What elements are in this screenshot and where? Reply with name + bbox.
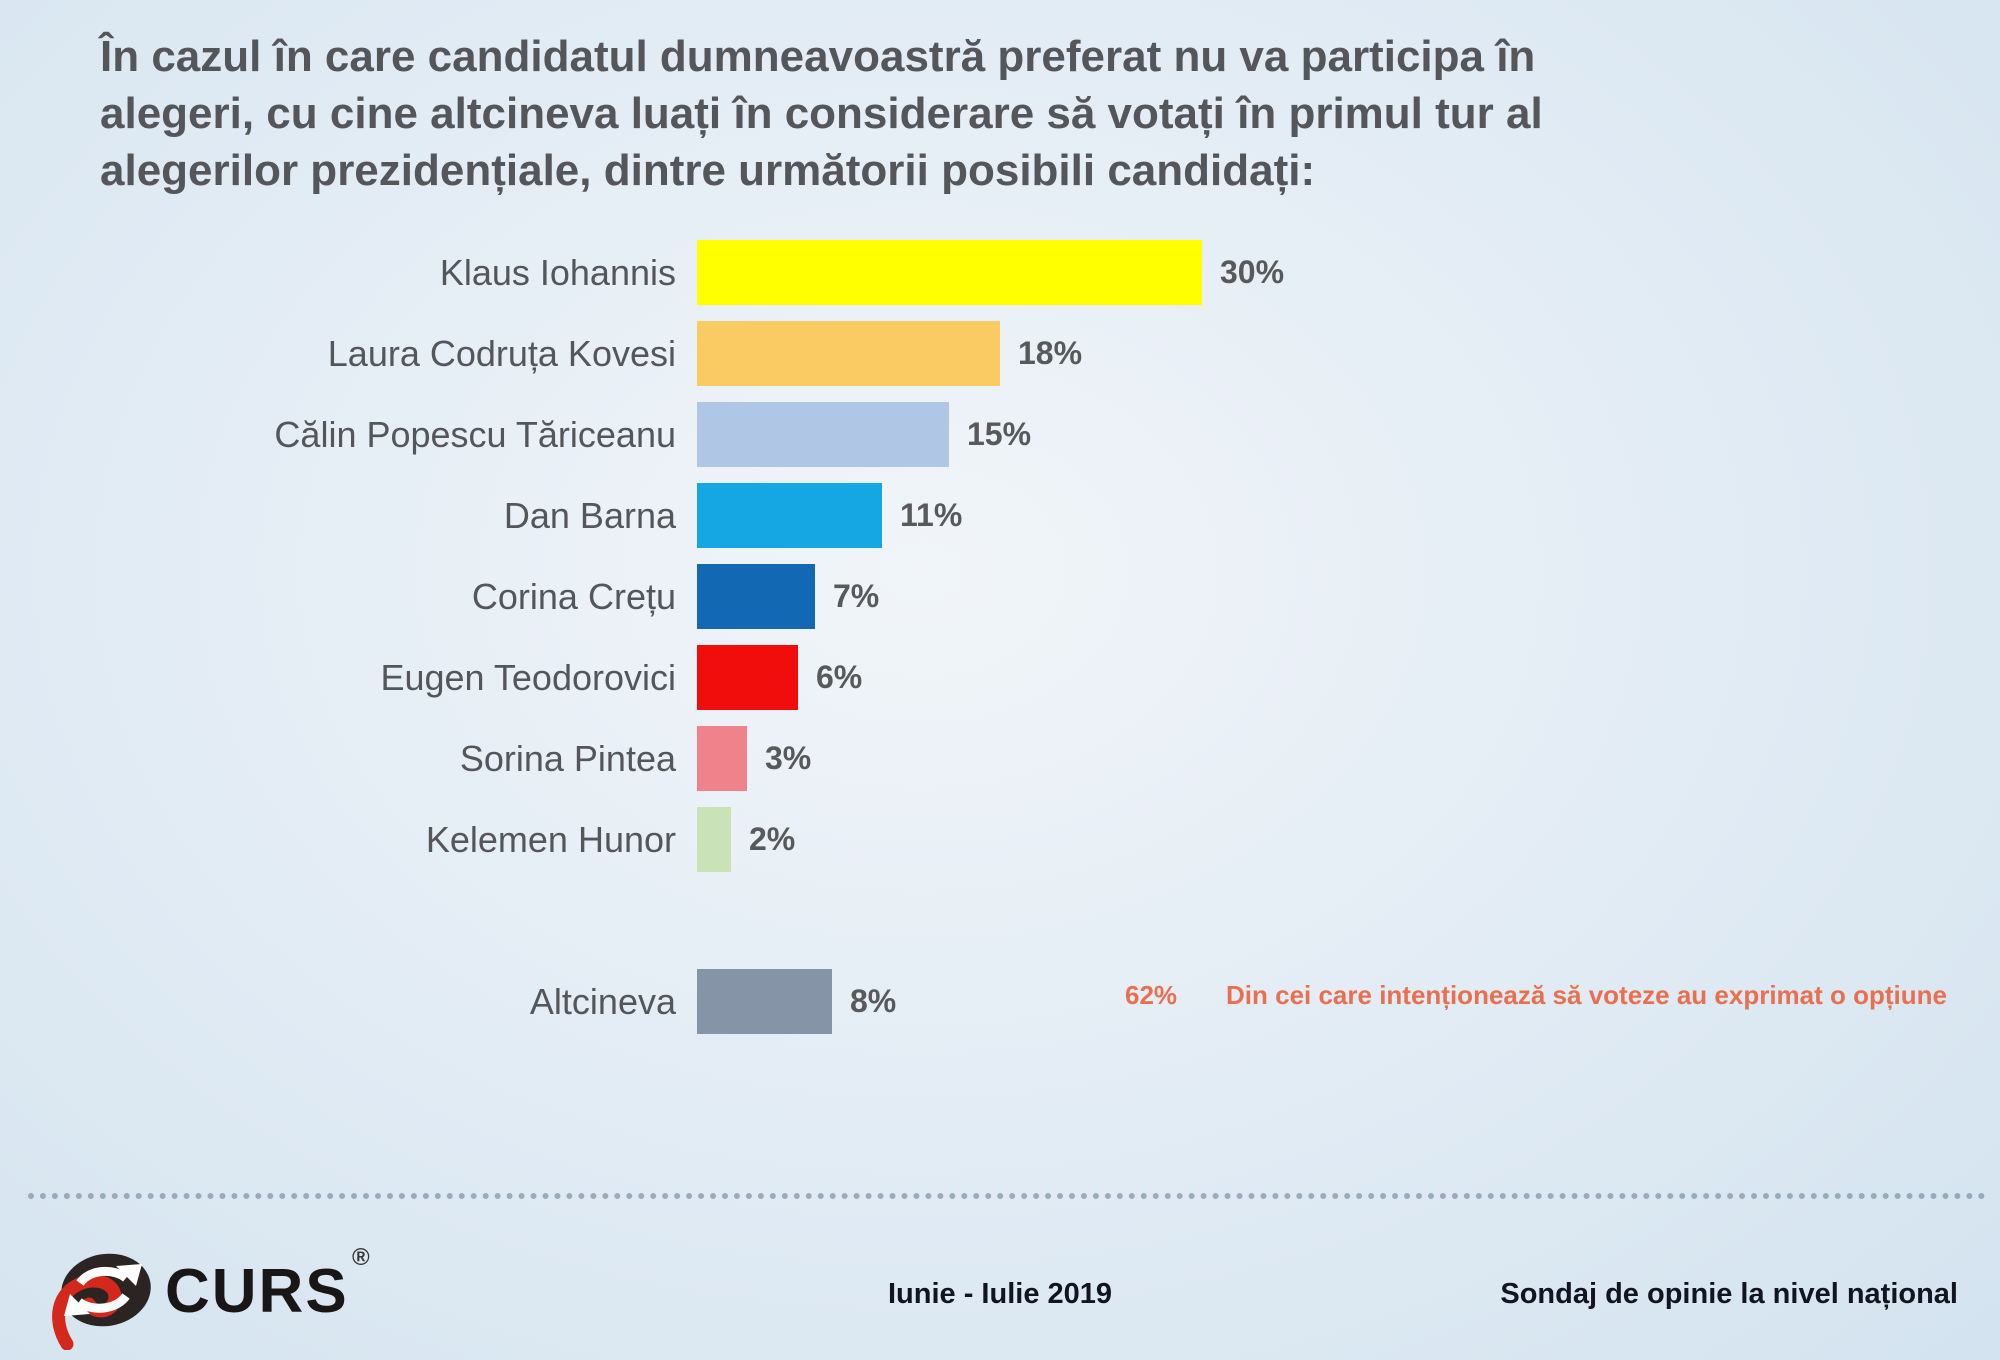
registered-mark: ® xyxy=(352,1244,370,1271)
dotted-divider xyxy=(28,1193,1986,1199)
chart-row: Dan Barna 11% xyxy=(0,483,2000,548)
bar-label: Sorina Pintea xyxy=(459,738,676,779)
chart-row: Altcineva 8% xyxy=(0,969,2000,1034)
chart-row: Eugen Teodorovici 6% xyxy=(0,645,2000,710)
bar-value: 6% xyxy=(816,659,863,695)
bar xyxy=(697,240,1202,305)
bar-label: Corina Crețu xyxy=(471,576,676,617)
survey-period: Iunie - Iulie 2019 xyxy=(887,1278,1113,1310)
title-line-1: În cazul în care candidatul dumneavoastr… xyxy=(100,32,1536,81)
chart-row: Corina Crețu 7% xyxy=(0,564,2000,629)
bar-label: Călin Popescu Tăriceanu xyxy=(274,414,676,455)
bar-value: 30% xyxy=(1220,254,1285,290)
bar xyxy=(697,645,798,710)
curs-logo-icon xyxy=(52,1253,151,1350)
bar-label: Klaus Iohannis xyxy=(439,252,676,293)
bar-value: 2% xyxy=(749,821,796,857)
bar xyxy=(697,483,882,548)
curs-logo-text: CURS xyxy=(165,1257,349,1326)
chart-row: Sorina Pintea 3% xyxy=(0,726,2000,791)
chart-row: Călin Popescu Tăriceanu 15% xyxy=(0,402,2000,467)
bar xyxy=(697,969,832,1034)
bar-value: 8% xyxy=(850,983,897,1019)
bar xyxy=(697,726,747,791)
chart-row: Kelemen Hunor 2% xyxy=(0,807,2000,872)
bar-label: Laura Codruța Kovesi xyxy=(327,333,676,374)
page-title: În cazul în care candidatul dumneavoastr… xyxy=(100,28,1860,200)
bar-value: 7% xyxy=(833,578,880,614)
title-line-3: alegerilor prezidențiale, dintre următor… xyxy=(100,146,1316,196)
bar-value: 15% xyxy=(967,416,1032,452)
bar-label: Altcineva xyxy=(529,981,676,1022)
bar-label: Kelemen Hunor xyxy=(425,819,676,860)
survey-scope-note: Sondaj de opinie la nivel național xyxy=(1500,1278,1958,1310)
annotation-text: Din cei care intenționează să voteze au … xyxy=(1226,980,1947,1010)
bar xyxy=(697,321,1000,386)
chart-row: Laura Codruța Kovesi 18% xyxy=(0,321,2000,386)
bar-value: 11% xyxy=(900,497,963,533)
bar xyxy=(697,402,949,467)
chart-row: Klaus Iohannis 30% xyxy=(0,240,2000,305)
bar-value: 18% xyxy=(1018,335,1083,371)
annotation-percentage: 62% xyxy=(1125,980,1178,1010)
bar-label: Eugen Teodorovici xyxy=(380,657,676,698)
bar-value: 3% xyxy=(765,740,812,776)
bar xyxy=(697,807,731,872)
bar-label: Dan Barna xyxy=(503,495,676,536)
bar-chart: Klaus Iohannis 30% Laura Codruța Kovesi … xyxy=(0,240,2000,1034)
title-line-2: alegeri, cu cine altcineva luați în cons… xyxy=(100,89,1543,139)
bar xyxy=(697,564,815,629)
